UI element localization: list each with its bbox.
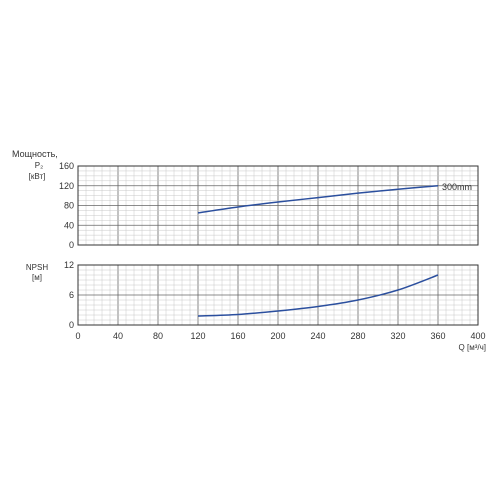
x-tick-label: 360	[430, 331, 445, 341]
power-y-ticks: 0 40 80 120 160	[59, 161, 74, 250]
power-frame	[77, 165, 479, 246]
power-grid	[77, 165, 479, 246]
series-label: 300mm	[442, 182, 472, 192]
x-axis-label: Q [м³/ч]	[459, 343, 486, 352]
power-y-tick-label: 120	[59, 181, 74, 191]
npsh-y-tick-label: 6	[69, 290, 74, 300]
x-tick-label: 320	[390, 331, 405, 341]
npsh-y-ticks: 0 6 12	[64, 260, 74, 330]
x-tick-label: 280	[350, 331, 365, 341]
power-chart-title: Мощность,	[12, 149, 58, 159]
x-tick-label: 400	[470, 331, 485, 341]
x-tick-label: 160	[230, 331, 245, 341]
npsh-ylabel-title: NPSH	[26, 263, 48, 272]
power-curve	[197, 185, 439, 214]
x-tick-label: 120	[190, 331, 205, 341]
npsh-ylabel-unit: [м]	[32, 273, 42, 282]
x-tick-label: 40	[113, 331, 123, 341]
power-ylabel-symbol: P₂	[35, 161, 43, 170]
power-y-tick-label: 40	[64, 220, 74, 230]
npsh-curve	[197, 274, 439, 317]
npsh-frame	[77, 264, 479, 326]
npsh-grid	[77, 264, 479, 326]
x-tick-label: 80	[153, 331, 163, 341]
power-y-tick-label: 0	[69, 240, 74, 250]
x-tick-label: 240	[310, 331, 325, 341]
power-y-tick-label: 160	[59, 161, 74, 171]
curves: 300mm	[197, 182, 472, 317]
x-tick-label: 0	[75, 331, 80, 341]
x-tick-label: 200	[270, 331, 285, 341]
power-ylabel-unit: [кВт]	[29, 172, 46, 181]
npsh-y-tick-label: 0	[69, 320, 74, 330]
x-ticks: 0 40 80 120 160 200 240 280 320 360 400	[75, 331, 485, 341]
npsh-y-tick-label: 12	[64, 260, 74, 270]
power-y-tick-label: 80	[64, 201, 74, 211]
